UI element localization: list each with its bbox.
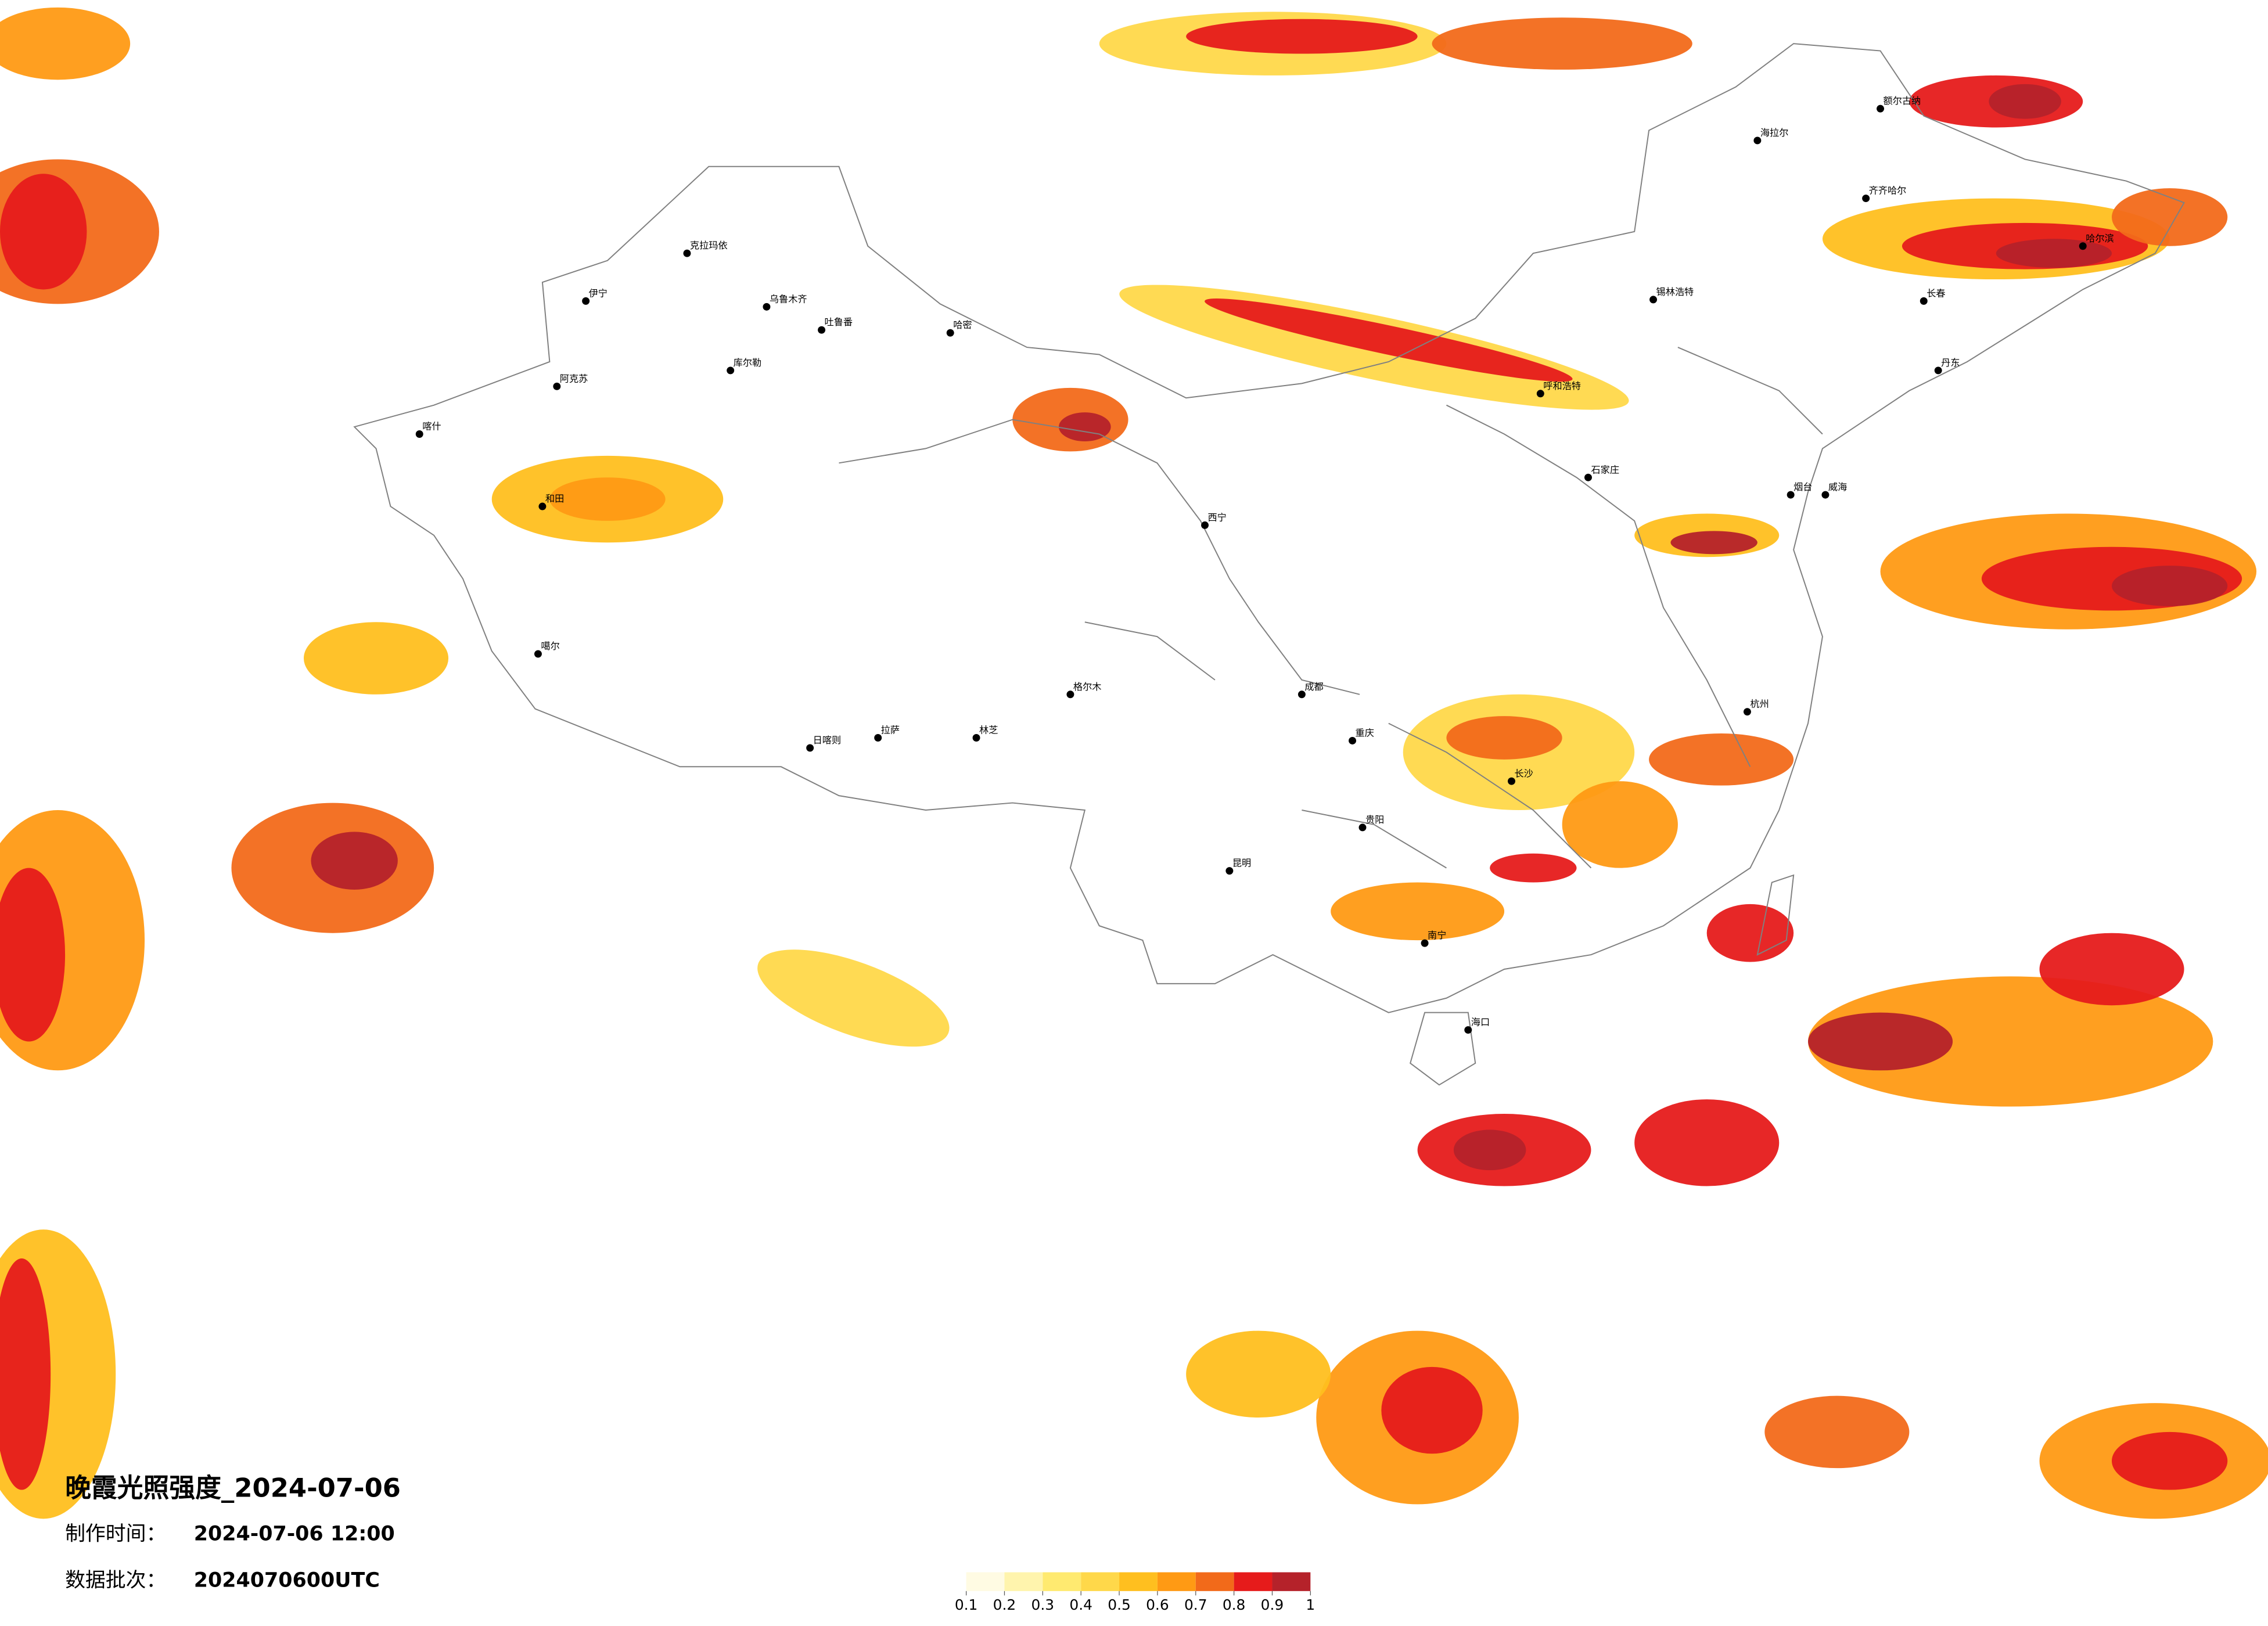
city-dot xyxy=(972,734,980,742)
city-label: 和田 xyxy=(545,493,564,504)
city-dot xyxy=(806,744,814,752)
city-label: 日喀则 xyxy=(813,735,842,746)
city-dot xyxy=(1066,690,1074,699)
colorbar-swatch xyxy=(1081,1572,1120,1591)
city-label: 齐齐哈尔 xyxy=(1869,185,1907,196)
city-label: 拉萨 xyxy=(881,725,900,736)
colorbar-swatch xyxy=(1043,1572,1081,1591)
time-value: 2024-07-06 12:00 xyxy=(194,1523,395,1546)
colorbar-tick-label: 0.2 xyxy=(993,1596,1016,1613)
city-dot xyxy=(1225,867,1234,875)
city-label: 呼和浩特 xyxy=(1543,380,1581,391)
colorbar-swatch xyxy=(966,1572,1005,1591)
city-label: 林芝 xyxy=(979,725,998,736)
city-label: 吐鲁番 xyxy=(825,316,853,328)
city-dot xyxy=(1508,777,1515,785)
city-dot xyxy=(1358,823,1367,832)
city-label: 石家庄 xyxy=(1591,464,1619,475)
heatmap xyxy=(0,7,2268,1519)
city-dot xyxy=(727,366,735,375)
city-label: 成都 xyxy=(1304,681,1323,692)
colorbar-tick-label: 0.7 xyxy=(1184,1596,1207,1613)
city-label: 库尔勒 xyxy=(734,357,762,368)
city-dot xyxy=(874,734,882,742)
city-dot xyxy=(1821,491,1830,499)
colorbar-tick-label: 0.3 xyxy=(1031,1596,1055,1613)
city-label: 丹东 xyxy=(1941,357,1960,368)
city-label: 克拉玛依 xyxy=(690,240,728,251)
city-label: 重庆 xyxy=(1356,728,1374,739)
colorbar-tick-label: 1 xyxy=(1306,1596,1315,1613)
city-dot xyxy=(582,297,590,305)
colorbar-tick-label: 0.4 xyxy=(1069,1596,1092,1613)
city-dot xyxy=(553,382,561,390)
city-label: 南宁 xyxy=(1428,930,1446,941)
boundaries xyxy=(353,43,2186,1086)
city-dot xyxy=(1649,296,1658,304)
colorbar-swatch xyxy=(1195,1572,1234,1591)
colorbar-swatch xyxy=(1004,1572,1043,1591)
city-dot xyxy=(538,502,547,510)
batch-value: 2024070600UTC xyxy=(194,1569,380,1592)
colorbar-tick-label: 0.9 xyxy=(1261,1596,1284,1613)
city-dot xyxy=(1201,521,1209,529)
batch-label: 数据批次： xyxy=(65,1569,166,1592)
city-dot xyxy=(415,430,423,438)
time-label: 制作时间： xyxy=(65,1523,166,1546)
city-dot xyxy=(818,326,826,334)
city-dot xyxy=(1421,939,1429,947)
city-label: 长春 xyxy=(1926,287,1945,298)
city-label: 长沙 xyxy=(1514,768,1533,779)
city-dot xyxy=(946,329,954,337)
city-label: 伊宁 xyxy=(589,287,608,298)
colorbar-swatch xyxy=(1234,1572,1273,1591)
city-label: 杭州 xyxy=(1750,699,1769,710)
city-dot xyxy=(1349,737,1357,744)
city-label: 格尔木 xyxy=(1073,681,1102,692)
city-label: 锡林浩特 xyxy=(1656,286,1694,297)
city-dot xyxy=(1584,473,1592,481)
city-label: 贵阳 xyxy=(1365,814,1384,825)
city-dot xyxy=(683,249,691,257)
city-dot xyxy=(1536,390,1544,398)
colorbar-tick-label: 0.8 xyxy=(1223,1596,1246,1613)
title: 晚霞光照强度_2024-07-06 xyxy=(65,1473,401,1503)
city-label: 阿克苏 xyxy=(560,373,588,384)
colorbar-swatch xyxy=(1157,1572,1196,1591)
city-label: 额尔古纳 xyxy=(1884,95,1921,106)
city-dot xyxy=(1464,1026,1472,1034)
city-dot xyxy=(1862,195,1870,203)
city-dot xyxy=(2079,242,2087,250)
city-label: 噶尔 xyxy=(541,641,559,652)
colorbar: 0.1 0.2 0.3 0.4 0.5 0.6 0.7 0.8 0.9 1 xyxy=(955,1572,1315,1613)
city-dot xyxy=(1934,366,1942,375)
city-label: 西宁 xyxy=(1208,512,1227,523)
city-dot xyxy=(1297,690,1306,699)
colorbar-tick-label: 0.5 xyxy=(1108,1596,1131,1613)
city-label: 哈尔滨 xyxy=(2086,233,2114,244)
city-dot xyxy=(1787,491,1795,499)
colorbar-swatch xyxy=(1119,1572,1158,1591)
city-label: 海拉尔 xyxy=(1760,127,1789,138)
city-dot xyxy=(1753,136,1762,145)
city-label: 乌鲁木齐 xyxy=(770,293,807,304)
city-label: 昆明 xyxy=(1232,858,1251,869)
city-dot xyxy=(1920,297,1928,305)
city-label: 哈密 xyxy=(953,319,972,330)
colorbar-tick-label: 0.1 xyxy=(955,1596,978,1613)
colorbar-swatch xyxy=(1272,1572,1311,1591)
city-dot xyxy=(534,650,542,658)
city-dot xyxy=(1877,105,1885,113)
colorbar-tick-label: 0.6 xyxy=(1146,1596,1169,1613)
city-dot xyxy=(1743,708,1751,716)
city-label: 烟台 xyxy=(1793,481,1812,492)
city-label: 威海 xyxy=(1828,481,1847,492)
city-label: 海口 xyxy=(1471,1017,1490,1028)
city-dot xyxy=(763,303,771,311)
city-label: 喀什 xyxy=(422,421,441,432)
